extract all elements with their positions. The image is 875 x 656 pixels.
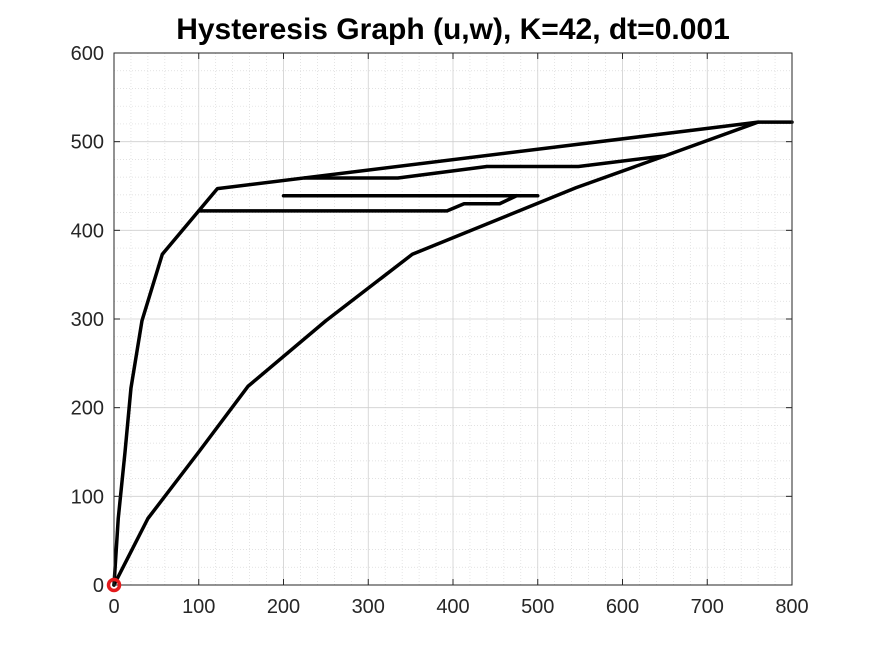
- chart-title: Hysteresis Graph (u,w), K=42, dt=0.001: [176, 13, 730, 46]
- series-line-2: [112, 120, 760, 587]
- x-axis-ticks: 0 100 200 300 400 500 600 700 800: [108, 53, 809, 618]
- y-tick-label: 600: [71, 43, 104, 65]
- y-tick-label: 400: [71, 220, 104, 242]
- series-lines: [112, 120, 794, 587]
- y-tick-label: 100: [71, 486, 104, 508]
- x-tick-label: 100: [182, 596, 215, 618]
- x-tick-label: 300: [352, 596, 385, 618]
- x-tick-label: 700: [691, 596, 724, 618]
- y-tick-label: 500: [71, 132, 104, 154]
- y-tick-label: 200: [71, 398, 104, 420]
- y-axis-ticks: 0 100 200 300 400 500 600: [71, 43, 792, 597]
- y-tick-label: 300: [71, 309, 104, 331]
- x-tick-label: 400: [436, 596, 469, 618]
- y-tick-label: 0: [93, 575, 104, 597]
- x-tick-label: 0: [108, 596, 119, 618]
- x-tick-label: 500: [521, 596, 554, 618]
- series-line-3: [302, 154, 667, 180]
- series-line-4: [197, 194, 519, 213]
- x-tick-label: 200: [267, 596, 300, 618]
- major-grid: [114, 53, 792, 585]
- x-tick-label: 800: [775, 596, 808, 618]
- origin-marker: [106, 577, 122, 593]
- x-tick-label: 600: [606, 596, 639, 618]
- series-line-1: [112, 120, 794, 587]
